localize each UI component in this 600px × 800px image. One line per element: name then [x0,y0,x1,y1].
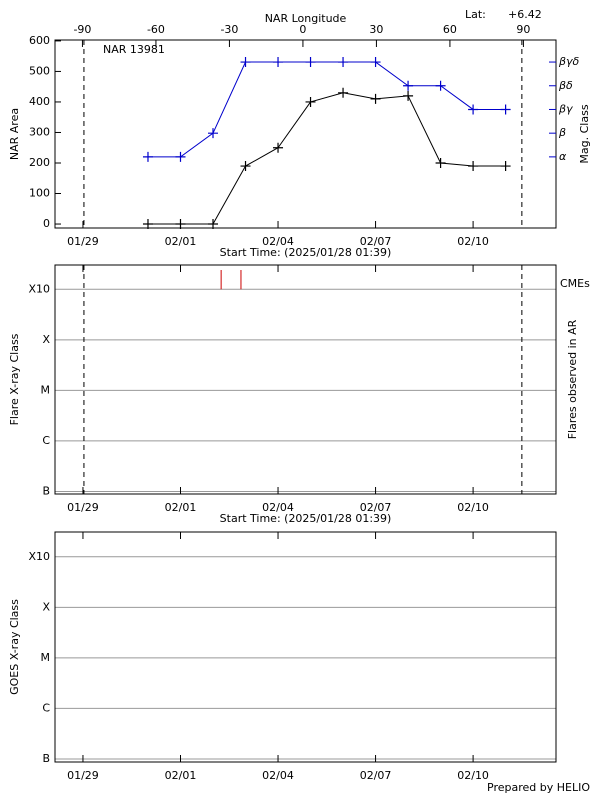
y-tick-label: X10 [28,550,50,563]
point-marker [468,161,479,172]
point-marker [500,104,511,115]
x2-axis-title: NAR Longitude [265,12,347,25]
point-marker [403,90,414,101]
y-tick-label: 0 [43,217,50,230]
series-line [147,92,506,225]
y-axis-title: GOES X-ray Class [8,599,21,695]
y-tick-label: 400 [29,95,50,108]
point-marker [370,93,381,104]
x2-tick-label: -90 [73,23,91,36]
y-tick-label: B [42,484,50,497]
point-marker [142,219,153,230]
x-tick-label: 01/29 [67,501,99,514]
point-marker [175,219,186,230]
x-tick-label: 02/04 [262,235,294,248]
x-tick-label: 02/07 [360,501,392,514]
x-tick-label: 02/01 [165,769,197,782]
y-tick-label: X [42,600,50,613]
x-tick-label: 02/07 [360,235,392,248]
point-marker [435,157,446,168]
y-tick-label: M [41,383,51,396]
x2-tick-label: 60 [443,23,457,36]
point-marker [338,87,349,98]
point-marker [500,161,511,172]
y2-tick-label: βδ [558,79,573,92]
x-tick-label: 02/10 [457,769,489,782]
x2-tick-label: -60 [147,23,165,36]
y-axis-title: NAR Area [8,108,21,160]
x-axis-title: Start Time: (2025/01/28 01:39) [220,512,392,525]
y2-axis-title: Flares observed in AR [566,319,579,439]
lat-value: +6.42 [508,8,542,21]
x-tick-label: 02/07 [360,769,392,782]
y-tick-label: 100 [29,187,50,200]
x-tick-label: 02/04 [262,769,294,782]
y-tick-label: X10 [28,282,50,295]
y2-tick-label: βγ [558,102,573,115]
series-line [147,61,506,158]
y-tick-label: B [42,752,50,765]
point-marker [305,96,316,107]
x-tick-label: 02/04 [262,501,294,514]
point-marker [403,80,414,91]
x2-tick-label: 30 [369,23,383,36]
plot-frame [54,264,557,495]
footer: Prepared by HELIO [487,781,590,794]
point-marker [208,219,219,230]
point-marker [240,161,251,172]
x2-tick-label: -30 [220,23,238,36]
y-tick-label: C [42,701,50,714]
x-tick-label: 02/10 [457,235,489,248]
point-marker [240,57,251,68]
y2-tick-label: β [558,126,566,139]
point-marker [208,128,219,139]
chart-title: NAR 13981 [103,43,165,56]
point-marker [370,57,381,68]
plot-frame [54,531,557,763]
y-tick-label: C [42,434,50,447]
point-marker [273,57,284,68]
point-marker [468,104,479,115]
x-tick-label: 02/01 [165,235,197,248]
x-axis-title: Start Time: (2025/01/28 01:39) [220,246,392,259]
x-tick-label: 02/10 [457,501,489,514]
x-tick-label: 02/01 [165,501,197,514]
y2-tick-label: βγδ [558,55,580,68]
y-tick-label: 600 [29,34,50,47]
y-tick-label: 500 [29,64,50,77]
point-marker [273,142,284,153]
point-marker [305,57,316,68]
y-axis-title: Flare X-ray Class [8,333,21,425]
x2-tick-label: 0 [299,23,306,36]
y-tick-label: 300 [29,125,50,138]
plot-frame [54,39,557,229]
legend-label: CMEs [560,277,590,290]
point-marker [175,151,186,162]
x-tick-label: 01/29 [67,769,99,782]
lat-label: Lat: [465,8,486,21]
point-marker [338,57,349,68]
y-tick-label: M [41,651,51,664]
y2-axis-title: Mag. Class [578,104,591,163]
y-tick-label: X [42,333,50,346]
point-marker [142,151,153,162]
y2-tick-label: α [559,150,567,163]
x-tick-label: 01/29 [67,235,99,248]
y-tick-label: 200 [29,156,50,169]
point-marker [435,80,446,91]
x2-tick-label: 90 [516,23,530,36]
